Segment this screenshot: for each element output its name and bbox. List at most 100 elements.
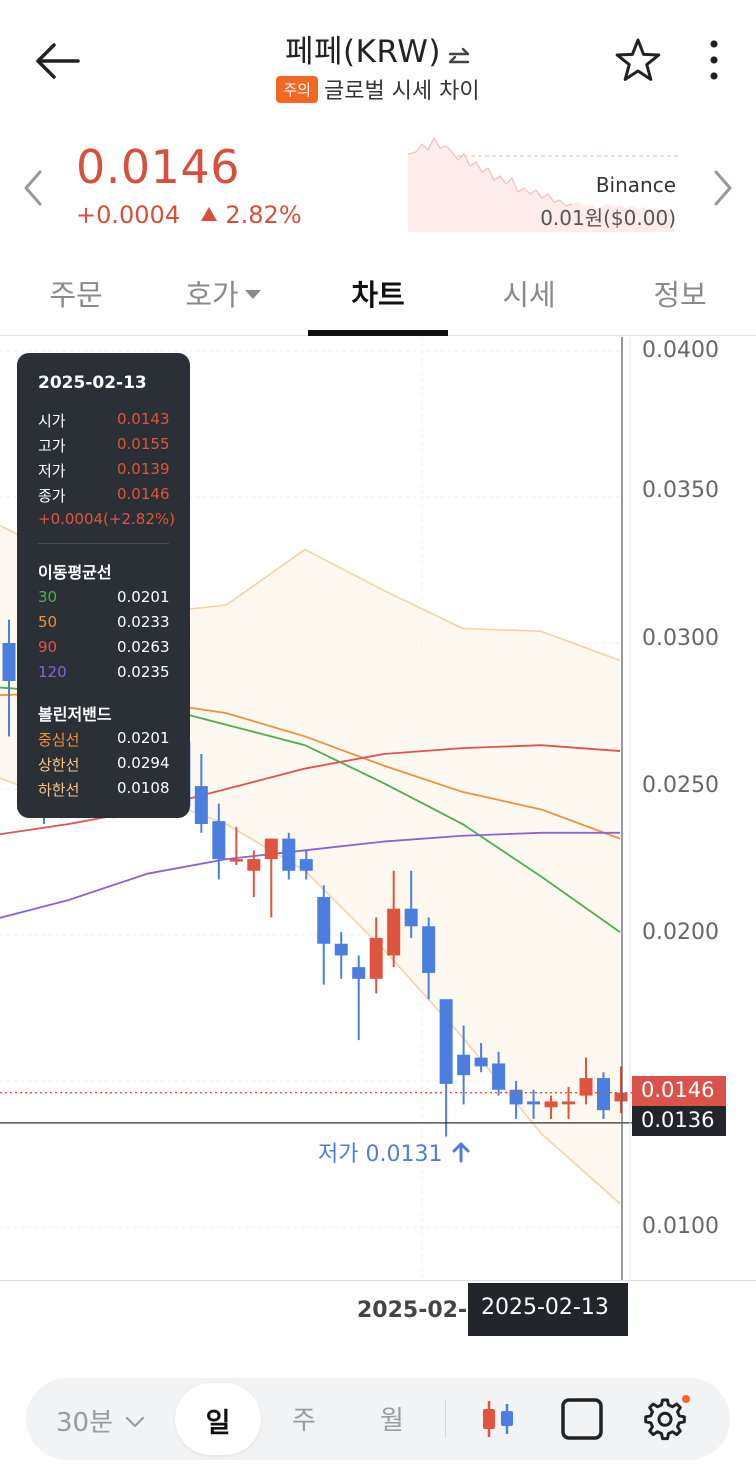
candlestick-type-icon[interactable] <box>478 1398 518 1447</box>
tooltip-label: 30 <box>38 588 58 606</box>
exchange-name: Binance <box>595 173 676 197</box>
tooltip-label: 상한선 <box>38 756 80 774</box>
tab-orderbook[interactable]: 호가 <box>168 272 278 314</box>
chevron-down-icon <box>125 1405 145 1435</box>
up-arrow-icon <box>451 1141 471 1169</box>
y-axis-tick-label: 0.0100 <box>642 1214 719 1239</box>
candle-body <box>317 897 331 944</box>
more-options-icon[interactable] <box>700 36 728 86</box>
page-title[interactable]: 페페(KRW) <box>285 34 441 70</box>
candle-body <box>2 643 16 681</box>
top-bar: 페페(KRW) 주의 글로벌 시세 차이 <box>0 0 756 120</box>
candle-body <box>527 1101 541 1105</box>
candle-body <box>492 1063 506 1090</box>
tooltip-value: 0.0143 <box>117 410 170 428</box>
candle-body <box>369 937 383 979</box>
tooltip-value: 0.0294 <box>117 754 170 772</box>
tooltip-value: 0.0201 <box>117 588 170 606</box>
global-price-gap-label: 글로벌 시세 차이 <box>323 79 480 104</box>
tooltip-date: 2025-02-13 <box>38 373 147 393</box>
candle-body <box>597 1078 611 1111</box>
tab-info[interactable]: 정보 <box>653 278 707 312</box>
mini-price-chart <box>408 136 680 232</box>
toolbar-divider <box>445 1400 446 1438</box>
candle-body <box>422 926 436 973</box>
crosshair-price-tag: 0.0136 <box>632 1106 726 1136</box>
y-axis-tick-label: 0.0400 <box>642 338 719 363</box>
tooltip-label: 120 <box>38 663 67 681</box>
previous-coin-chevron-icon[interactable] <box>18 168 48 208</box>
interval-dropdown-label: 30분 <box>56 1408 114 1438</box>
x-axis-line <box>0 1280 756 1281</box>
tooltip-label: 중심선 <box>38 731 80 749</box>
tooltip-value: 0.0201 <box>117 729 170 747</box>
chart-toolbar: 30분 일 주 월 <box>26 1378 730 1460</box>
candle-body <box>544 1101 558 1108</box>
tab-bar: 주문 호가 차트 시세 정보 <box>0 258 756 336</box>
candle-info-tooltip: 2025-02-13 시가 0.0143 고가 0.0155 저가 0.0139… <box>17 353 190 818</box>
price-summary: 0.0146 +0.0004 2.82% Binance 0.01원($0.00… <box>0 130 756 240</box>
active-tab-indicator <box>308 330 448 336</box>
next-coin-chevron-icon[interactable] <box>708 168 738 208</box>
price-change: +0.0004 2.82% <box>76 200 302 229</box>
candle-body <box>457 1054 471 1076</box>
tooltip-label: 고가 <box>38 437 66 455</box>
moving-average-line-120 <box>0 831 620 919</box>
swap-currency-icon[interactable] <box>447 47 471 69</box>
favorite-star-icon[interactable] <box>612 36 664 86</box>
period-day-button[interactable]: 일 <box>175 1383 261 1455</box>
tab-market-price[interactable]: 시세 <box>502 278 556 312</box>
period-day-label: 일 <box>205 1408 231 1439</box>
tooltip-value: 0.0155 <box>117 435 170 453</box>
tooltip-value: 0.0108 <box>117 779 170 797</box>
candle-body <box>282 838 296 871</box>
period-month-button[interactable]: 월 <box>380 1406 404 1436</box>
warning-badge: 주의 <box>276 76 318 103</box>
tab-orderbook-label: 호가 <box>185 278 239 312</box>
interval-dropdown[interactable]: 30분 <box>56 1402 145 1439</box>
candle-body <box>562 1101 576 1105</box>
y-axis-tick-label: 0.0350 <box>642 478 719 503</box>
tooltip-ma-title: 이동평균선 <box>38 563 112 582</box>
up-triangle-icon <box>200 200 218 228</box>
global-price-gap-link[interactable]: 주의 글로벌 시세 차이 <box>0 73 756 105</box>
moving-average-line-90 <box>0 744 621 836</box>
exchange-price: 0.01원($0.00) <box>540 206 676 230</box>
tooltip-label: 종가 <box>38 487 66 505</box>
candle-body <box>299 859 313 871</box>
candle-body <box>387 908 401 956</box>
candle-body <box>439 999 453 1084</box>
tooltip-label: 50 <box>38 613 58 631</box>
tooltip-divider <box>38 543 169 544</box>
candle-body <box>579 1078 593 1096</box>
candle-body <box>247 859 261 871</box>
drawing-tool-square-icon[interactable] <box>560 1397 604 1448</box>
candle-body <box>194 786 208 825</box>
tab-chart[interactable]: 차트 <box>351 278 405 312</box>
tooltip-value: 0.0235 <box>117 663 170 681</box>
tooltip-label: 저가 <box>38 462 66 480</box>
tooltip-label: 시가 <box>38 412 66 430</box>
chart-settings-gear-icon[interactable] <box>640 1394 692 1451</box>
candle-body <box>474 1057 488 1067</box>
period-week-button[interactable]: 주 <box>292 1406 316 1436</box>
candle-body <box>212 821 226 860</box>
candle-body <box>509 1089 523 1105</box>
crosshair-date-tag: 2025-02-13 <box>468 1283 628 1336</box>
caret-down-icon <box>244 290 261 299</box>
y-axis-tick-label: 0.0200 <box>642 920 719 945</box>
page-title-row[interactable]: 페페(KRW) <box>0 26 756 71</box>
back-arrow-icon[interactable] <box>30 36 86 86</box>
candle-body <box>614 1092 628 1102</box>
y-axis-tick-label: 0.0300 <box>642 626 719 651</box>
candle-body <box>404 908 418 927</box>
x-axis-date-label: 2025-02- <box>357 1298 468 1323</box>
tooltip-label: 하한선 <box>38 781 80 799</box>
tooltip-value: 0.0263 <box>117 638 170 656</box>
candle-body <box>352 967 366 979</box>
price-change-rate: 2.82% <box>225 201 302 229</box>
tooltip-value: 0.0233 <box>117 613 170 631</box>
tab-order[interactable]: 주문 <box>49 278 103 312</box>
tooltip-change: +0.0004(+2.82%) <box>38 510 175 528</box>
tooltip-value: 0.0146 <box>117 485 170 503</box>
